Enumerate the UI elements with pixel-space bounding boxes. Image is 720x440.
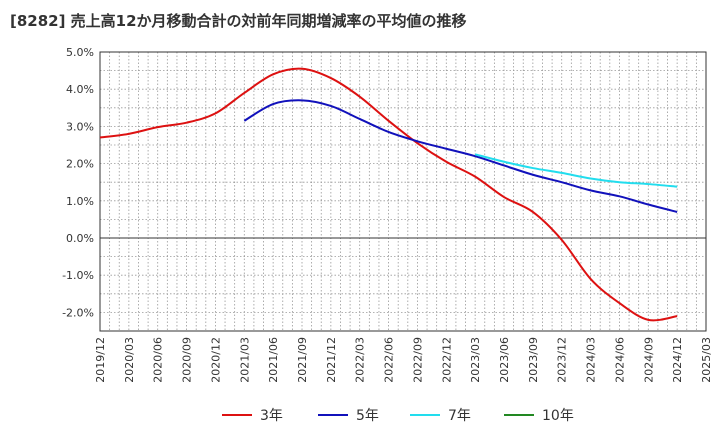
y-tick-label: -2.0% — [62, 306, 94, 319]
plot-area — [100, 52, 706, 331]
legend-label: 5年 — [356, 408, 379, 424]
legend-label: 10年 — [542, 408, 574, 424]
x-tick-label: 2019/12 — [94, 337, 107, 383]
legend-label: 7年 — [448, 408, 471, 424]
chart-title: [8282] 売上高12か月移動合計の対前年同期増減率の平均値の推移 — [10, 12, 467, 30]
y-tick-label: 2.0% — [66, 158, 94, 171]
x-tick-label: 2020/03 — [123, 337, 136, 383]
legend-item: 10年 — [504, 404, 574, 426]
x-tick-label: 2020/09 — [181, 337, 194, 383]
chart-legend: 3年 5年 7年 10年 — [0, 404, 720, 426]
legend-swatch — [222, 414, 252, 416]
y-tick-label: 5.0% — [66, 46, 94, 59]
line-chart: 5.0% 4.0% 3.0% 2.0% 1.0% 0.0% -1.0% -2.0% 2019/1… — [62, 46, 713, 383]
x-tick-label: 2022/03 — [354, 337, 367, 383]
x-tick-label: 2024/12 — [671, 337, 684, 383]
x-tick-label: 2020/06 — [152, 337, 165, 383]
x-tick-label: 2024/06 — [613, 337, 626, 383]
x-tick-label: 2023/03 — [469, 337, 482, 383]
legend-swatch — [504, 414, 534, 416]
x-tick-label: 2022/12 — [440, 337, 453, 383]
series-line-1 — [243, 99, 678, 213]
legend-swatch — [410, 414, 440, 416]
legend-item: 7年 — [410, 404, 471, 426]
x-tick-label: 2021/12 — [325, 337, 338, 383]
series-line-2 — [474, 153, 678, 188]
y-tick-label: 3.0% — [66, 120, 94, 133]
x-tick-label: 2023/09 — [527, 337, 540, 383]
x-tick-label: 2021/09 — [296, 337, 309, 383]
x-tick-label: 2022/06 — [383, 337, 396, 383]
y-tick-label: 1.0% — [66, 195, 94, 208]
plot-frame — [99, 51, 707, 332]
y-tick-label: 0.0% — [66, 232, 94, 245]
x-tick-label: 2023/06 — [498, 337, 511, 383]
x-tick-label: 2021/06 — [267, 337, 280, 383]
legend-item: 5年 — [318, 404, 379, 426]
legend-swatch — [318, 414, 348, 416]
legend-label: 3年 — [260, 408, 283, 424]
x-tick-label: 2024/03 — [585, 337, 598, 383]
y-tick-label: 4.0% — [66, 83, 94, 96]
x-tick-label: 2022/09 — [411, 337, 424, 383]
y-tick-label: -1.0% — [62, 269, 94, 282]
x-tick-label: 2024/09 — [642, 337, 655, 383]
x-tick-label: 2020/12 — [209, 337, 222, 383]
x-tick-label: 2021/03 — [238, 337, 251, 383]
x-tick-label: 2023/12 — [556, 337, 569, 383]
x-tick-label: 2025/03 — [700, 337, 713, 383]
legend-item: 3年 — [222, 404, 283, 426]
series-line-0 — [99, 67, 678, 322]
